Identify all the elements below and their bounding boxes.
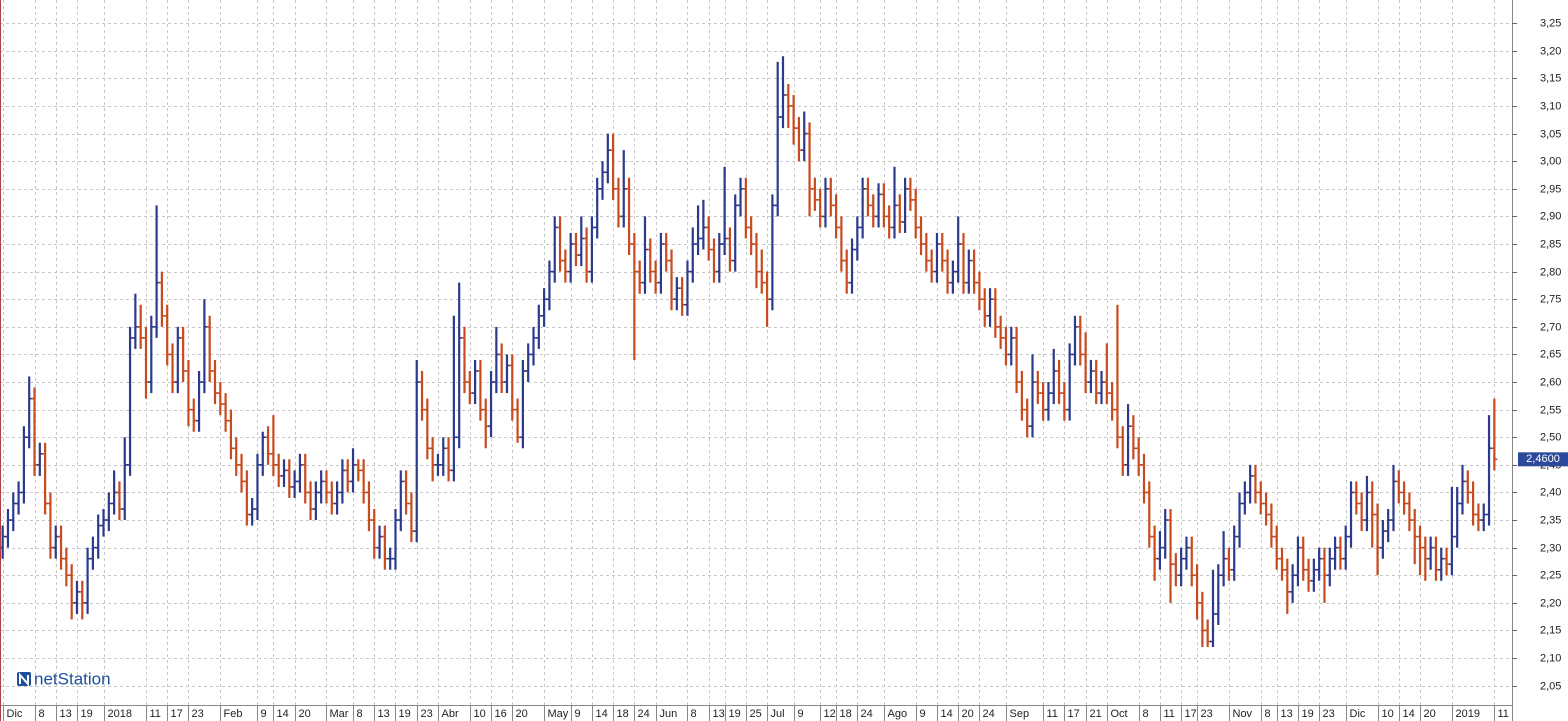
x-tick-label: 20 xyxy=(962,708,974,720)
x-tick-label: 23 xyxy=(1323,708,1335,720)
x-tick-label: 10 xyxy=(474,708,486,720)
x-tick-label: 14 xyxy=(1403,708,1415,720)
x-tick-label: 24 xyxy=(638,708,650,720)
x-tick-label: 18 xyxy=(840,708,852,720)
x-tick-label: Sep xyxy=(1010,708,1030,720)
logo-text: netStation xyxy=(34,669,111,688)
x-tick-label: May xyxy=(548,708,569,720)
y-tick-label: 2,25 xyxy=(1540,569,1561,581)
logo: netStation xyxy=(17,669,111,688)
y-tick-label: 3,00 xyxy=(1540,155,1561,167)
bar-layer xyxy=(0,56,1498,648)
last-price-box xyxy=(1518,452,1568,467)
x-tick-label: 11 xyxy=(1498,708,1509,720)
x-tick-label: 2019 xyxy=(1456,708,1480,720)
axis-layer: 2,052,102,152,202,252,302,352,402,452,50… xyxy=(3,17,1568,721)
y-tick-label: 2,70 xyxy=(1540,321,1561,333)
y-tick-label: 2,15 xyxy=(1540,624,1561,636)
y-tick-label: 3,25 xyxy=(1540,17,1561,29)
x-tick-label: 20 xyxy=(516,708,528,720)
x-tick-label: 17 xyxy=(1068,708,1080,720)
x-tick-label: 8 xyxy=(691,708,697,720)
y-tick-label: 3,05 xyxy=(1540,128,1561,140)
x-tick-label: 19 xyxy=(399,708,411,720)
x-tick-label: Dic xyxy=(1350,708,1366,720)
x-tick-label: Feb xyxy=(224,708,243,720)
y-tick-label: 2,75 xyxy=(1540,293,1561,305)
x-tick-label: Abr xyxy=(442,708,459,720)
y-tick-label: 2,50 xyxy=(1540,431,1561,443)
x-tick-label: 24 xyxy=(861,708,873,720)
y-tick-label: 2,85 xyxy=(1540,238,1561,250)
y-tick-label: 2,20 xyxy=(1540,597,1561,609)
x-tick-label: Nov xyxy=(1233,708,1253,720)
x-tick-label: 11 xyxy=(1164,708,1175,720)
y-tick-label: 2,60 xyxy=(1540,376,1561,388)
x-tick-label: 13 xyxy=(713,708,725,720)
x-tick-label: Mar xyxy=(330,708,349,720)
x-tick-label: 19 xyxy=(81,708,93,720)
y-tick-label: 3,10 xyxy=(1540,100,1561,112)
y-tick-label: 2,80 xyxy=(1540,266,1561,278)
x-tick-label: 14 xyxy=(596,708,608,720)
x-tick-label: 10 xyxy=(1382,708,1394,720)
x-tick-label: 8 xyxy=(39,708,45,720)
y-tick-label: 2,55 xyxy=(1540,404,1561,416)
x-tick-label: 11 xyxy=(1047,708,1058,720)
x-tick-label: 8 xyxy=(1143,708,1149,720)
x-tick-label: 25 xyxy=(750,708,762,720)
x-tick-label: 23 xyxy=(192,708,204,720)
x-tick-label: 23 xyxy=(1201,708,1213,720)
logo-icon-mark xyxy=(19,672,29,687)
x-tick-label: 13 xyxy=(378,708,390,720)
x-tick-label: Ago xyxy=(888,708,908,720)
x-tick-label: 14 xyxy=(941,708,953,720)
x-tick-label: 12 xyxy=(824,708,836,720)
x-tick-label: 13 xyxy=(60,708,72,720)
y-tick-label: 2,40 xyxy=(1540,486,1561,498)
x-tick-label: 18 xyxy=(617,708,629,720)
x-tick-label: 16 xyxy=(495,708,507,720)
x-tick-label: 23 xyxy=(421,708,433,720)
x-tick-label: 9 xyxy=(261,708,267,720)
x-tick-label: 24 xyxy=(983,708,995,720)
y-tick-label: 3,15 xyxy=(1540,72,1561,84)
x-tick-label: 2018 xyxy=(108,708,132,720)
x-tick-label: 8 xyxy=(1265,708,1271,720)
x-tick-label: 9 xyxy=(575,708,581,720)
x-tick-label: 9 xyxy=(920,708,926,720)
x-tick-label: 21 xyxy=(1090,708,1102,720)
x-tick-label: 9 xyxy=(798,708,804,720)
y-tick-label: 2,65 xyxy=(1540,348,1561,360)
x-tick-label: 20 xyxy=(299,708,311,720)
y-tick-label: 2,35 xyxy=(1540,514,1561,526)
y-tick-label: 2,05 xyxy=(1540,680,1561,692)
x-tick-label: 11 xyxy=(150,708,161,720)
x-tick-label: 8 xyxy=(357,708,363,720)
x-tick-label: Oct xyxy=(1111,708,1128,720)
x-tick-label: 19 xyxy=(1302,708,1314,720)
y-tick-label: 2,95 xyxy=(1540,183,1561,195)
x-tick-label: 19 xyxy=(729,708,741,720)
y-tick-label: 2,90 xyxy=(1540,210,1561,222)
x-tick-label: Dic xyxy=(7,708,23,720)
grid-layer xyxy=(0,0,1512,705)
x-tick-label: 14 xyxy=(277,708,289,720)
x-tick-label: 17 xyxy=(171,708,183,720)
y-tick-label: 2,30 xyxy=(1540,542,1561,554)
x-tick-label: 17 xyxy=(1185,708,1197,720)
y-tick-label: 2,10 xyxy=(1540,652,1561,664)
x-tick-label: 13 xyxy=(1281,708,1293,720)
x-tick-label: 20 xyxy=(1424,708,1436,720)
x-tick-label: Jul xyxy=(771,708,785,720)
y-tick-label: 3,20 xyxy=(1540,45,1561,57)
last-price-label: 2,4600 xyxy=(1526,453,1560,465)
x-tick-label: Jun xyxy=(660,708,678,720)
